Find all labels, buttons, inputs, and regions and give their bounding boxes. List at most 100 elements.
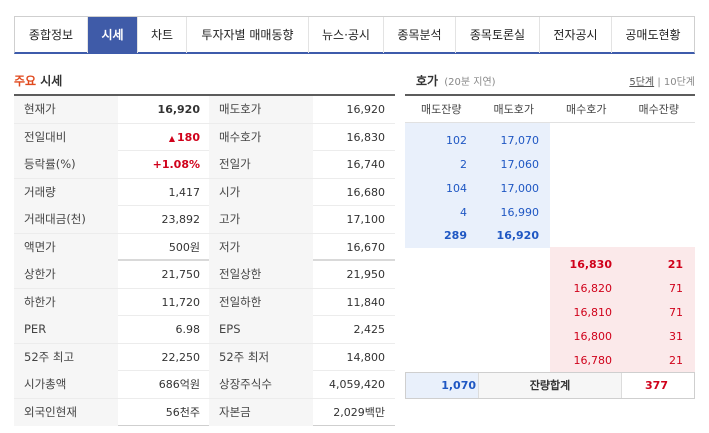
- table-row: 시가총액 686억원 상장주식수 4,059,420: [14, 371, 395, 399]
- label-prev-lower-limit: 전일하한: [209, 288, 313, 316]
- label-low: 저가: [209, 233, 313, 261]
- ask-qty: 289: [444, 229, 467, 242]
- table-row: 52주 최고 22,250 52주 최저 14,800: [14, 343, 395, 371]
- table-row: 등락률(%) +1.08% 전일가 16,740: [14, 151, 395, 179]
- label-open: 시가: [209, 178, 313, 206]
- value-volume: 1,417: [168, 185, 201, 199]
- value-foreign-holding: 56천주: [165, 405, 200, 419]
- bid-price: 16,830: [569, 258, 612, 271]
- ask-row: 102 17,070: [405, 129, 695, 153]
- table-row: 전일대비 ▲ 180 매수호가 16,830: [14, 123, 395, 151]
- tab-news-disclosure[interactable]: 뉴스·공시: [309, 17, 384, 53]
- label-foreign-holding: 외국인현재: [14, 398, 118, 426]
- tab-price[interactable]: 시세: [88, 17, 138, 53]
- label-eps: EPS: [209, 316, 313, 343]
- depth-10-link[interactable]: 10단계: [663, 77, 695, 88]
- tab-chart[interactable]: 차트: [138, 17, 187, 53]
- value-52w-low: 14,800: [346, 350, 386, 364]
- ask-area: [405, 123, 550, 248]
- main-quote-table: 현재가 16,920 매도호가 16,920 전일대비 ▲ 180 매수호가 16…: [14, 94, 395, 426]
- ask-price: 17,070: [500, 134, 540, 147]
- orderbook-title-text: 호가: [416, 74, 439, 88]
- bid-qty: 21: [667, 258, 683, 271]
- bid-price: 16,820: [573, 282, 613, 295]
- label-volume: 거래량: [14, 178, 118, 206]
- value-high: 17,100: [346, 213, 386, 226]
- table-row: 상한가 21,750 전일상한 21,950: [14, 261, 395, 289]
- value-change: ▲ 180: [118, 124, 204, 151]
- label-52w-high: 52주 최고: [14, 343, 118, 371]
- total-bid-qty: 377: [622, 373, 694, 398]
- label-bid-price: 매수호가: [209, 123, 313, 151]
- bid-row: 16,810 71: [405, 301, 695, 325]
- orderbook-title: 호가 (20분 지연): [416, 72, 496, 89]
- ask-price: 16,990: [500, 206, 540, 219]
- main-quote-title-highlight: 주요: [14, 74, 37, 88]
- depth-separator: |: [657, 77, 661, 88]
- bid-row: 16,820 71: [405, 277, 695, 301]
- ask-price: 17,060: [500, 158, 540, 171]
- orderbook-header: 매도잔량 매도호가 매수호가 매수잔량: [405, 96, 695, 123]
- value-market-cap: 686억원: [158, 378, 200, 391]
- table-row: 거래량 1,417 시가 16,680: [14, 178, 395, 206]
- value-bid-price: 16,830: [346, 130, 386, 144]
- label-listed-shares: 상장주식수: [209, 371, 313, 398]
- bid-qty: 31: [669, 330, 683, 343]
- value-trading-value: 23,892: [161, 213, 201, 226]
- value-open: 16,680: [346, 185, 386, 199]
- tab-e-disclosure[interactable]: 전자공시: [540, 17, 612, 53]
- orderbook-body: 102 17,070 2 17,060 104 17,000 4 16,990 …: [405, 123, 695, 373]
- value-low: 16,670: [346, 240, 386, 254]
- value-upper-limit: 21,750: [161, 268, 201, 281]
- label-change: 전일대비: [14, 123, 118, 151]
- ask-qty: 2: [460, 158, 467, 171]
- value-change-rate: +1.08%: [152, 158, 200, 171]
- value-lower-limit: 11,720: [161, 295, 201, 309]
- value-prev-lower-limit: 11,840: [346, 295, 386, 309]
- value-prev-upper-limit: 21,950: [346, 268, 386, 281]
- total-label: 잔량합계: [478, 373, 622, 398]
- value-listed-shares: 4,059,420: [329, 378, 385, 391]
- value-change-amount: 180: [177, 130, 200, 144]
- header-ask-qty: 매도잔량: [421, 103, 462, 116]
- bid-qty: 21: [669, 354, 683, 367]
- bid-price: 16,810: [573, 306, 613, 319]
- bid-row: 16,830 21: [405, 253, 695, 277]
- bid-qty: 71: [669, 306, 683, 319]
- label-par-value: 액면가: [14, 233, 118, 261]
- value-ask-price: 16,920: [346, 103, 386, 116]
- ask-row: 289 16,920: [405, 224, 695, 248]
- up-arrow-icon: ▲: [168, 133, 176, 143]
- value-current-price: 16,920: [157, 103, 200, 116]
- ask-qty: 104: [446, 182, 467, 195]
- tab-overview[interactable]: 종합정보: [15, 17, 88, 53]
- label-prev-close: 전일가: [209, 151, 313, 178]
- label-trading-value: 거래대금(천): [14, 206, 118, 233]
- main-quote-title: 주요 시세: [14, 72, 62, 89]
- ask-row: 2 17,060: [405, 153, 695, 177]
- table-row: 외국인현재 56천주 자본금 2,029백만: [14, 398, 395, 426]
- tab-investor-trading[interactable]: 투자자별 매매동향: [187, 17, 309, 53]
- label-lower-limit: 하한가: [14, 288, 118, 316]
- depth-selector: 5단계 | 10단계: [629, 73, 695, 88]
- orderbook-total: 1,070 잔량합계 377: [405, 372, 695, 399]
- tab-stock-analysis[interactable]: 종목분석: [384, 17, 456, 53]
- label-ask-price: 매도호가: [209, 96, 313, 123]
- main-quote-title-rest: 시세: [36, 74, 63, 88]
- tab-discussion[interactable]: 종목토론실: [456, 17, 540, 53]
- tab-short-selling[interactable]: 공매도현황: [625, 28, 681, 42]
- bid-price: 16,800: [573, 330, 613, 343]
- bid-row: 16,800 31: [405, 325, 695, 349]
- value-prev-close: 16,740: [346, 158, 386, 171]
- ask-qty: 4: [460, 206, 467, 219]
- value-par-value: 500원: [168, 240, 200, 254]
- bid-area: [550, 247, 695, 372]
- ask-qty: 102: [446, 134, 467, 147]
- depth-5-link[interactable]: 5단계: [629, 77, 655, 88]
- table-row: 현재가 16,920 매도호가 16,920: [14, 96, 395, 124]
- bid-price: 16,780: [573, 354, 613, 367]
- bid-qty: 71: [669, 282, 683, 295]
- value-eps: 2,425: [353, 323, 386, 336]
- ask-row: 104 17,000: [405, 177, 695, 201]
- label-52w-low: 52주 최저: [209, 343, 313, 371]
